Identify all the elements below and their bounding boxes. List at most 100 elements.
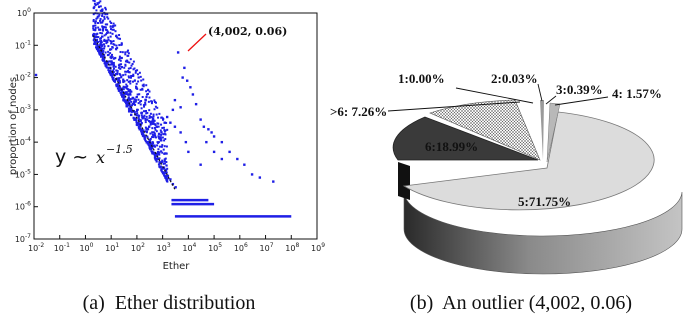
data-point [121,87,124,90]
data-point [179,131,182,134]
data-point [100,44,103,47]
data-point [129,58,132,61]
data-point [119,81,122,84]
data-point [92,6,95,9]
data-point [103,47,106,50]
data-point [96,3,99,6]
data-point [149,123,152,126]
data-point [164,172,167,175]
data-point [115,84,118,87]
data-point [122,74,125,77]
data-point [92,0,95,2]
data-point [133,67,136,70]
data-point [129,92,132,95]
data-point [125,59,128,62]
data-point [141,130,144,133]
data-point [137,121,140,124]
data-point [118,63,121,66]
data-point [117,79,120,82]
data-point [199,163,202,166]
data-point [161,126,164,129]
data-point [135,82,138,85]
data-point [159,129,162,132]
data-point [139,100,142,103]
outlier-annotation: (4,002, 0.06) [208,25,287,38]
data-point [141,134,144,137]
data-point [99,43,102,46]
pie-label-3: 3:0.39% [556,82,603,97]
data-point [96,15,99,18]
data-point [135,87,138,90]
data-point [129,98,132,101]
data-point [137,116,140,119]
data-point [119,73,122,76]
data-point [173,98,177,102]
data-point [164,176,167,179]
y-tick-label: 10-3 [15,104,31,115]
data-point [205,140,208,144]
data-point [143,105,146,108]
data-point [140,111,143,115]
data-point [124,101,127,104]
data-point [99,40,102,43]
data-point [158,151,161,154]
data-point [133,111,136,114]
data-point [94,4,97,7]
x-axis-label: Ether [163,261,191,272]
data-point [127,49,130,52]
x-tick-label: 105 [208,242,222,253]
data-point [105,32,108,35]
data-point [101,52,104,55]
data-point [145,90,148,93]
data-point [152,136,155,139]
data-point [97,5,100,8]
data-point [146,135,149,138]
data-point [100,53,103,56]
data-point [130,74,133,77]
data-point [148,138,151,141]
data-point [161,161,164,164]
data-point [151,136,154,139]
data-point [140,131,143,134]
fit-formula: y ~ x −1.5 [55,143,133,168]
data-point [138,93,141,96]
data-point [109,60,112,63]
data-point [95,17,98,20]
data-point [107,53,110,56]
data-point [160,123,163,126]
data-point [220,157,224,161]
data-point [163,152,166,155]
data-point [162,133,165,136]
data-point [162,148,165,151]
data-point [125,104,128,108]
data-point [98,28,101,31]
plot-frame [33,12,318,240]
data-point [144,117,147,120]
data-point [148,90,151,93]
data-point [103,59,106,62]
data-point [165,161,168,164]
data-point [95,9,98,12]
data-point [118,64,121,67]
data-point [93,33,96,36]
data-point [152,120,155,123]
data-point [106,23,109,26]
data-point [142,115,145,119]
x-tick-label: 10-1 [54,242,70,253]
data-point [129,93,132,96]
data-point [112,63,115,66]
data-point [101,58,104,61]
data-point [133,79,136,82]
data-point [166,167,169,170]
data-point [112,76,115,79]
caption-left: (a) Ether distribution [83,292,256,314]
data-point [137,98,140,101]
data-point [112,57,115,60]
data-point [106,16,109,19]
data-point [101,57,104,60]
data-point [137,126,140,129]
data-point [132,103,135,106]
data-point [99,31,102,34]
data-point [96,44,99,47]
data-point [101,29,104,32]
